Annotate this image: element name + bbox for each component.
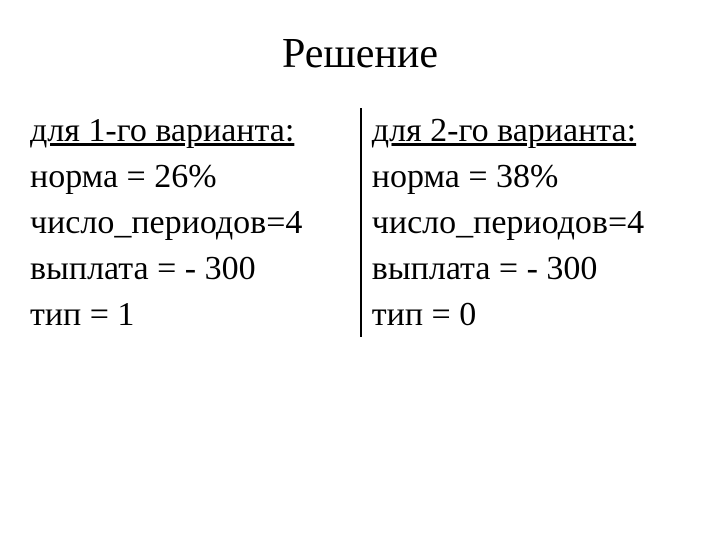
right-row: тип = 0 <box>372 292 680 338</box>
right-row: норма = 38% <box>372 154 680 200</box>
right-column: для 2-го варианта: норма = 38% число_пер… <box>360 108 690 337</box>
right-row: выплата = - 300 <box>372 246 680 292</box>
left-heading: для 1-го варианта: <box>30 108 350 154</box>
columns-container: для 1-го варианта: норма = 26% число_пер… <box>20 108 700 337</box>
left-row: выплата = - 300 <box>30 246 350 292</box>
left-row: тип = 1 <box>30 292 350 338</box>
page-title: Решение <box>20 30 700 78</box>
right-row: число_периодов=4 <box>372 200 680 246</box>
left-column: для 1-го варианта: норма = 26% число_пер… <box>30 108 360 337</box>
left-row: норма = 26% <box>30 154 350 200</box>
slide: Решение для 1-го варианта: норма = 26% ч… <box>0 0 720 540</box>
left-row: число_периодов=4 <box>30 200 350 246</box>
right-heading: для 2-го варианта: <box>372 108 680 154</box>
